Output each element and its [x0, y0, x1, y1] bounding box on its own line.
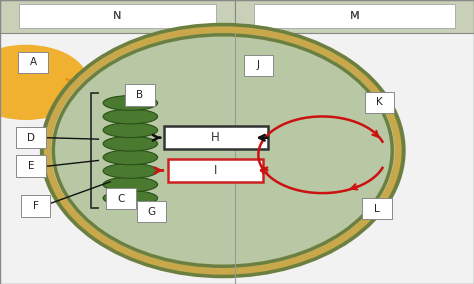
Text: J: J [257, 60, 260, 70]
Text: K: K [376, 97, 383, 107]
FancyBboxPatch shape [164, 126, 268, 149]
Text: L: L [374, 204, 380, 214]
Ellipse shape [54, 35, 392, 266]
Ellipse shape [103, 96, 157, 110]
Text: F: F [33, 201, 38, 211]
FancyBboxPatch shape [168, 159, 263, 182]
FancyBboxPatch shape [365, 91, 394, 113]
FancyBboxPatch shape [362, 198, 392, 219]
FancyBboxPatch shape [125, 85, 155, 106]
FancyBboxPatch shape [244, 55, 273, 76]
Ellipse shape [103, 109, 157, 124]
FancyBboxPatch shape [16, 156, 46, 177]
FancyBboxPatch shape [18, 52, 48, 73]
Text: I: I [214, 164, 218, 177]
Text: B: B [136, 90, 144, 100]
Text: N: N [113, 11, 121, 21]
Text: H: H [211, 131, 220, 144]
Ellipse shape [103, 123, 157, 137]
Ellipse shape [47, 30, 398, 271]
FancyBboxPatch shape [16, 127, 46, 148]
Text: A: A [29, 57, 37, 68]
Ellipse shape [43, 26, 403, 275]
Text: E: E [27, 161, 34, 171]
Ellipse shape [103, 177, 157, 192]
Ellipse shape [103, 191, 157, 205]
Text: M: M [349, 11, 359, 21]
Text: C: C [117, 194, 125, 204]
Text: D: D [27, 133, 35, 143]
FancyBboxPatch shape [235, 0, 474, 33]
FancyBboxPatch shape [21, 195, 50, 216]
Text: N: N [113, 11, 121, 21]
FancyBboxPatch shape [106, 188, 136, 210]
FancyBboxPatch shape [19, 4, 216, 28]
FancyBboxPatch shape [137, 201, 166, 222]
Text: M: M [349, 11, 359, 21]
Text: G: G [147, 206, 156, 217]
FancyBboxPatch shape [254, 4, 455, 28]
Circle shape [0, 45, 88, 119]
Ellipse shape [103, 164, 157, 178]
Ellipse shape [103, 136, 157, 151]
Ellipse shape [103, 150, 157, 165]
FancyBboxPatch shape [0, 0, 235, 33]
